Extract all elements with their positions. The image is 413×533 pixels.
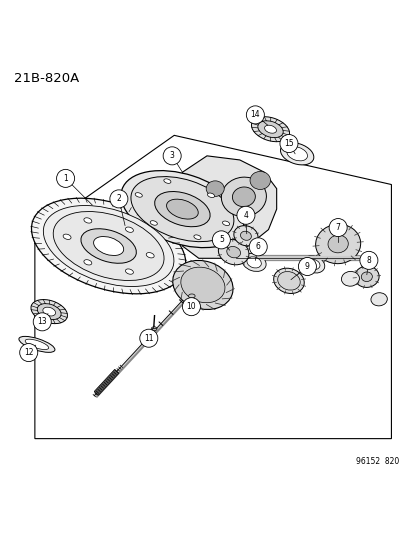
Ellipse shape [249, 172, 270, 189]
Circle shape [212, 231, 230, 249]
Ellipse shape [31, 198, 185, 294]
Ellipse shape [226, 246, 240, 258]
Ellipse shape [306, 260, 319, 270]
Circle shape [109, 190, 128, 208]
Ellipse shape [315, 224, 360, 264]
Ellipse shape [280, 143, 313, 165]
Circle shape [246, 106, 264, 124]
Text: 96152  820: 96152 820 [356, 457, 399, 466]
Ellipse shape [301, 256, 324, 273]
Ellipse shape [53, 212, 164, 280]
Ellipse shape [125, 227, 133, 232]
Ellipse shape [246, 257, 261, 268]
Ellipse shape [232, 187, 255, 207]
Text: 14: 14 [250, 110, 259, 119]
Ellipse shape [150, 221, 157, 225]
Ellipse shape [354, 266, 378, 287]
Ellipse shape [188, 294, 195, 298]
Ellipse shape [154, 191, 210, 227]
Circle shape [249, 238, 267, 256]
Ellipse shape [341, 271, 358, 286]
Ellipse shape [172, 261, 233, 310]
Ellipse shape [240, 231, 251, 240]
Ellipse shape [251, 117, 289, 142]
Ellipse shape [264, 125, 276, 133]
Ellipse shape [286, 147, 307, 161]
Ellipse shape [84, 260, 92, 265]
Ellipse shape [164, 179, 171, 183]
Text: 13: 13 [37, 317, 47, 326]
Text: 4: 4 [243, 211, 248, 220]
Ellipse shape [221, 177, 266, 216]
Text: 2: 2 [116, 195, 121, 204]
Ellipse shape [125, 269, 133, 274]
Circle shape [279, 134, 297, 152]
Text: 3: 3 [169, 151, 174, 160]
Text: 8: 8 [366, 256, 370, 265]
Ellipse shape [370, 293, 387, 306]
Ellipse shape [222, 221, 229, 225]
Ellipse shape [180, 267, 224, 303]
Circle shape [236, 206, 254, 224]
Ellipse shape [131, 176, 233, 241]
Circle shape [298, 257, 316, 276]
Text: 6: 6 [255, 243, 260, 252]
Ellipse shape [207, 193, 214, 198]
Circle shape [140, 329, 157, 347]
Circle shape [33, 313, 51, 331]
Ellipse shape [63, 234, 71, 239]
Ellipse shape [233, 225, 257, 246]
Ellipse shape [37, 304, 61, 320]
Text: 10: 10 [186, 302, 196, 311]
Circle shape [328, 219, 347, 237]
Ellipse shape [327, 235, 347, 253]
Circle shape [182, 297, 200, 316]
Ellipse shape [31, 300, 67, 324]
Text: 12: 12 [24, 348, 33, 357]
Ellipse shape [273, 268, 304, 294]
Text: 5: 5 [218, 236, 223, 244]
Ellipse shape [218, 239, 248, 265]
Ellipse shape [25, 339, 49, 350]
Ellipse shape [166, 199, 198, 219]
Ellipse shape [19, 336, 55, 352]
Ellipse shape [277, 272, 299, 290]
Text: 21B-820A: 21B-820A [14, 72, 79, 85]
Ellipse shape [151, 327, 157, 331]
Ellipse shape [121, 171, 243, 248]
Circle shape [57, 169, 74, 188]
Text: 7: 7 [335, 223, 340, 232]
Polygon shape [182, 156, 276, 259]
Ellipse shape [43, 307, 55, 316]
Text: 15: 15 [283, 139, 293, 148]
Ellipse shape [81, 229, 136, 263]
Circle shape [20, 344, 38, 361]
Ellipse shape [135, 193, 142, 197]
Ellipse shape [193, 235, 201, 239]
Ellipse shape [206, 181, 224, 197]
Text: 11: 11 [144, 334, 153, 343]
Ellipse shape [43, 206, 173, 287]
Ellipse shape [146, 253, 154, 258]
Circle shape [163, 147, 181, 165]
Ellipse shape [93, 237, 123, 255]
Ellipse shape [242, 253, 266, 271]
Ellipse shape [257, 121, 282, 138]
Ellipse shape [361, 272, 371, 281]
Ellipse shape [281, 275, 295, 287]
Text: 1: 1 [63, 174, 68, 183]
Ellipse shape [84, 218, 92, 223]
Polygon shape [94, 369, 119, 395]
Circle shape [359, 252, 377, 269]
Text: 9: 9 [304, 262, 309, 271]
